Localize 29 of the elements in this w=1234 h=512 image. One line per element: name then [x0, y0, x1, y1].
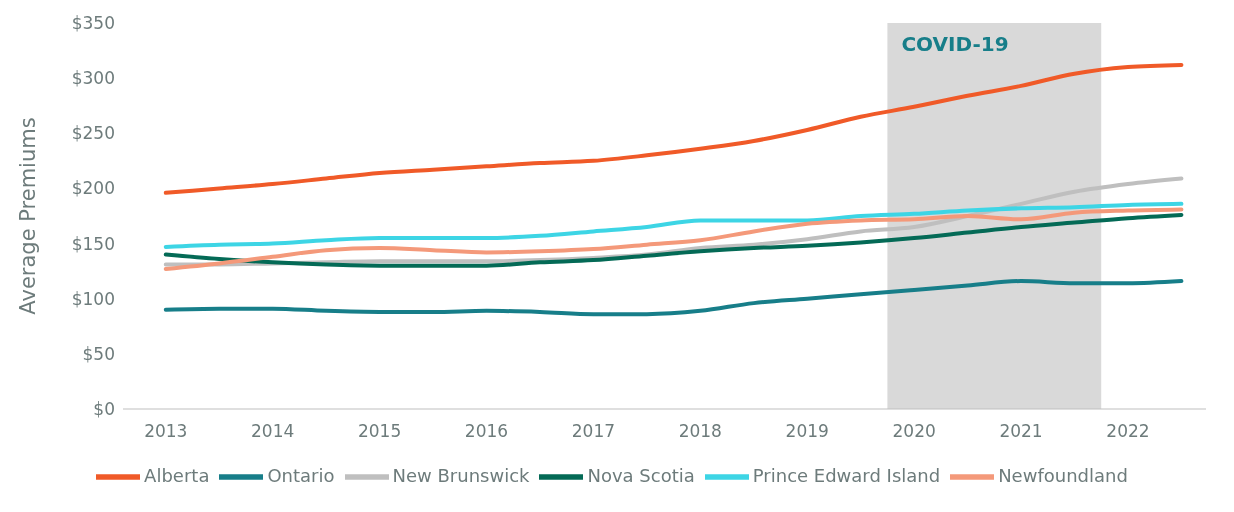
legend-label: New Brunswick: [392, 465, 530, 486]
x-tick-label: 2013: [144, 421, 188, 442]
legend-label: Ontario: [267, 465, 335, 486]
x-tick-label: 2019: [785, 421, 829, 442]
x-tick-label: 2021: [999, 421, 1043, 442]
x-tick-label: 2017: [571, 421, 616, 442]
band-label: COVID-19: [901, 32, 1009, 57]
y-tick-label: $100: [71, 288, 115, 309]
y-tick-label: $250: [71, 123, 115, 144]
y-tick-label: $300: [71, 68, 115, 89]
legend-label: Nova Scotia: [587, 465, 695, 486]
y-tick-label: $350: [71, 13, 115, 34]
line-series: [163, 279, 1184, 317]
y-tick-label: $150: [71, 233, 115, 254]
y-tick-label: $50: [82, 343, 115, 364]
x-tick-label: 2022: [1106, 421, 1150, 442]
x-tick-label: 2016: [464, 421, 509, 442]
x-tick-label: 2014: [251, 421, 295, 442]
line-series: [163, 201, 1184, 249]
legend-label: Newfoundland: [998, 465, 1128, 486]
x-tick-label: 2018: [678, 421, 722, 442]
x-tick-label: 2020: [892, 421, 936, 442]
legend-label: Alberta: [144, 465, 210, 486]
y-tick-label: $0: [93, 399, 115, 420]
line-series: [163, 62, 1184, 195]
y-tick-label: $200: [71, 178, 115, 199]
legend-label: Prince Edward Island: [752, 465, 941, 486]
y-axis-title: Average Premiums: [16, 117, 41, 315]
x-tick-label: 2015: [357, 421, 402, 442]
